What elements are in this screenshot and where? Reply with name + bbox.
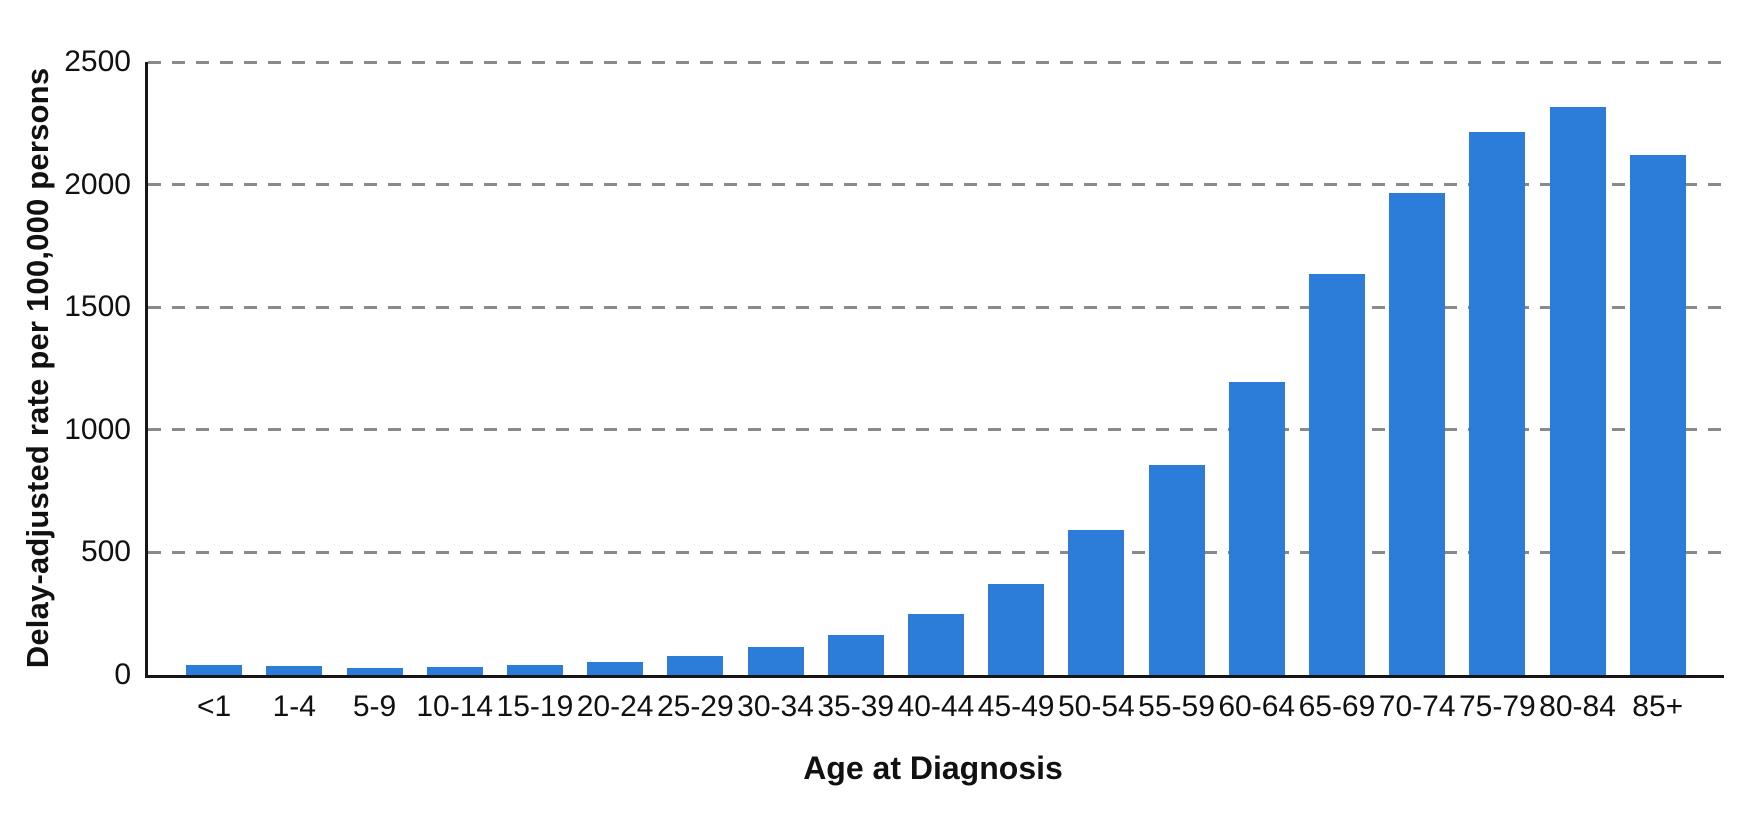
x-tick-label-10-14: 10-14 [416,690,494,723]
x-tick-label-5-9: 5-9 [352,690,397,723]
bar-band-1-4: 1-4 [254,62,334,723]
x-tick-label-80-84: 80-84 [1539,690,1616,723]
gridline-1500 [148,305,1724,309]
x-tick-label-85+: 85+ [1632,690,1684,723]
bar-85+ [1629,155,1686,675]
bar-25-29 [667,656,724,675]
x-tick-label-40-44: 40-44 [897,690,975,723]
bar-band-40-44: 40-44 [896,62,976,723]
bar-band-85+: 85+ [1618,62,1698,723]
bar-55-59 [1148,465,1205,675]
x-tick-label-70-74: 70-74 [1378,690,1456,723]
bar-band-<1: <1 [174,62,254,723]
gridline-2000 [148,183,1724,187]
bar-band-30-34: 30-34 [735,62,815,723]
bar-5-9 [346,667,403,675]
bar-band-10-14: 10-14 [415,62,495,723]
bar-70-74 [1389,192,1446,675]
gridline-500 [148,550,1724,554]
y-tick-label-1000: 1000 [64,412,131,446]
y-tick-label-2000: 2000 [64,167,131,201]
bar-band-45-49: 45-49 [976,62,1056,723]
x-tick-label-<1: <1 [196,690,232,723]
x-tick-label-60-64: 60-64 [1218,690,1296,723]
bar-band-20-24: 20-24 [575,62,655,723]
bar-band-25-29: 25-29 [655,62,735,723]
x-axis-title: Age at Diagnosis [803,750,1063,786]
x-tick-label-50-54: 50-54 [1057,690,1135,723]
bar-band-50-54: 50-54 [1056,62,1136,723]
bar-band-65-69: 65-69 [1297,62,1377,723]
bar-50-54 [1068,530,1125,675]
bar-45-49 [988,583,1045,675]
bar-band-70-74: 70-74 [1377,62,1457,723]
x-tick-label-15-19: 15-19 [496,690,574,723]
x-tick-label-55-59: 55-59 [1138,690,1215,723]
bar-band-75-79: 75-79 [1457,62,1537,723]
y-tick-label-0: 0 [114,658,131,691]
bar-1-4 [266,665,323,675]
bar-35-39 [827,635,884,675]
x-tick-label-20-24: 20-24 [576,690,654,723]
x-tick-label-25-29: 25-29 [656,690,734,723]
bar-series: <1 1-4 5-9 10-14 15-19 20-24 25-29 30-34 35-39 40… [148,62,1724,723]
x-tick-label-75-79: 75-79 [1458,690,1536,723]
y-tick-label-500: 500 [80,535,131,569]
x-tick-label-65-69: 65-69 [1298,690,1376,723]
gridline-2500 [148,60,1724,64]
bar-band-80-84: 80-84 [1537,62,1617,723]
gridline-1000 [148,428,1724,432]
x-tick-label-45-49: 45-49 [977,690,1055,723]
x-tick-label-1-4: 1-4 [272,690,316,723]
x-tick-label-30-34: 30-34 [737,690,814,723]
bar-band-35-39: 35-39 [816,62,896,723]
bar-60-64 [1228,381,1285,675]
bar-band-5-9: 5-9 [334,62,414,723]
x-tick-label-35-39: 35-39 [817,690,895,723]
bar-15-19 [506,665,563,675]
bar-20-24 [587,662,644,675]
bar-65-69 [1308,273,1365,675]
y-axis-tick-labels: 0 500 1000 1500 2000 2500 [0,47,131,690]
bar-40-44 [907,614,964,675]
bar-75-79 [1469,132,1526,675]
bar-band-60-64: 60-64 [1217,62,1297,723]
bar-band-15-19: 15-19 [495,62,575,723]
y-tick-label-2500: 2500 [64,45,131,78]
plot-area: <1 1-4 5-9 10-14 15-19 20-24 25-29 30-34 35-39 40… [145,60,1724,723]
bar-band-55-59: 55-59 [1136,62,1216,723]
bar-<1 [186,665,243,675]
bar-10-14 [426,667,483,675]
bar-80-84 [1549,107,1606,675]
y-tick-label-1500: 1500 [64,290,131,324]
bar-30-34 [747,647,804,675]
